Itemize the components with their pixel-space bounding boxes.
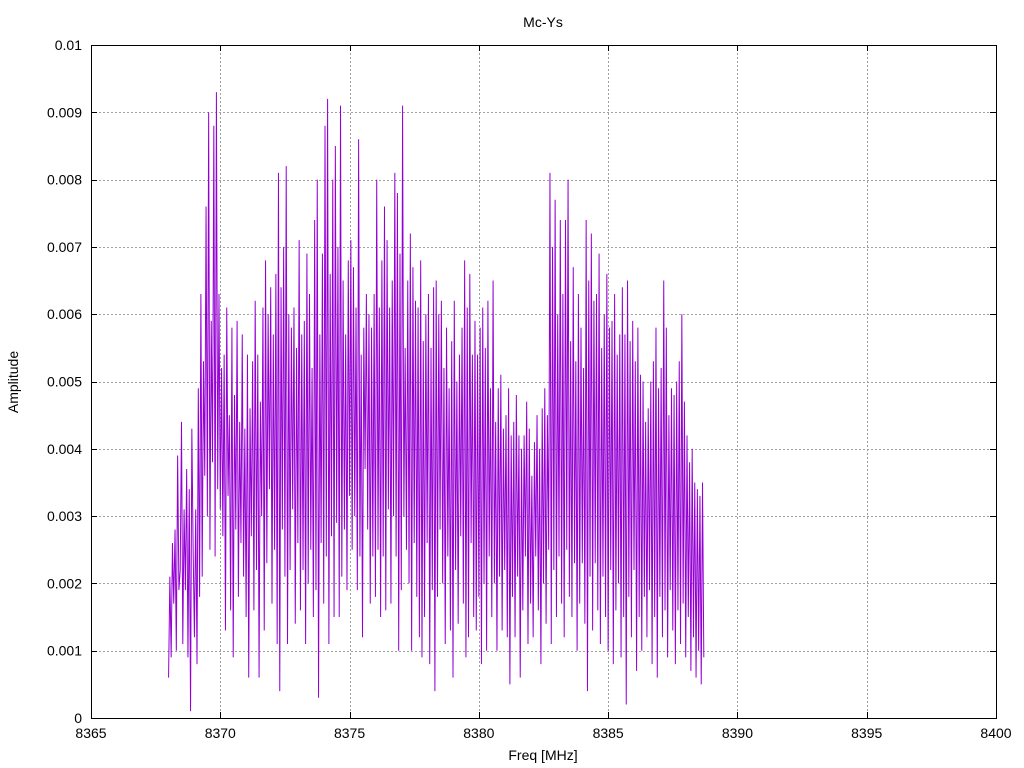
x-tick-label: 8390: [722, 725, 753, 741]
y-tick-label: 0.008: [47, 172, 82, 188]
y-tick-labels: 0 0.001 0.002 0.003 0.004 0.005 0.006 0.007 0.00…: [47, 37, 82, 726]
chart-title: Mc-Ys: [523, 14, 563, 30]
plot-border: [91, 45, 997, 719]
x-tick-labels: 8365 8370 8375 8380 8385 8390 8395 8400: [75, 725, 1011, 741]
x-axis-title: Freq [MHz]: [508, 747, 577, 763]
y-tick-label: 0.009: [47, 104, 82, 120]
y-axis-title: Amplitude: [5, 351, 21, 413]
y-tick-label: 0.006: [47, 306, 82, 322]
y-tick-label: 0.003: [47, 508, 82, 524]
x-tick-label: 8385: [593, 725, 624, 741]
y-tick-label: 0.007: [47, 239, 82, 255]
x-tick-label: 8370: [205, 725, 236, 741]
x-tick-label: 8400: [980, 725, 1011, 741]
x-tick-label: 8395: [851, 725, 882, 741]
series-line: [168, 92, 705, 712]
x-tick-label: 8375: [334, 725, 365, 741]
grid-lines: [91, 45, 996, 718]
y-tick-label: 0: [74, 710, 82, 726]
y-tick-label: 0.004: [47, 441, 82, 457]
y-tick-label: 0.002: [47, 575, 82, 591]
x-tick-label: 8380: [463, 725, 494, 741]
x-tick-label: 8365: [75, 725, 106, 741]
y-tick-label: 0.01: [55, 37, 82, 53]
y-tick-label: 0.005: [47, 374, 82, 390]
y-tick-label: 0.001: [47, 643, 82, 659]
